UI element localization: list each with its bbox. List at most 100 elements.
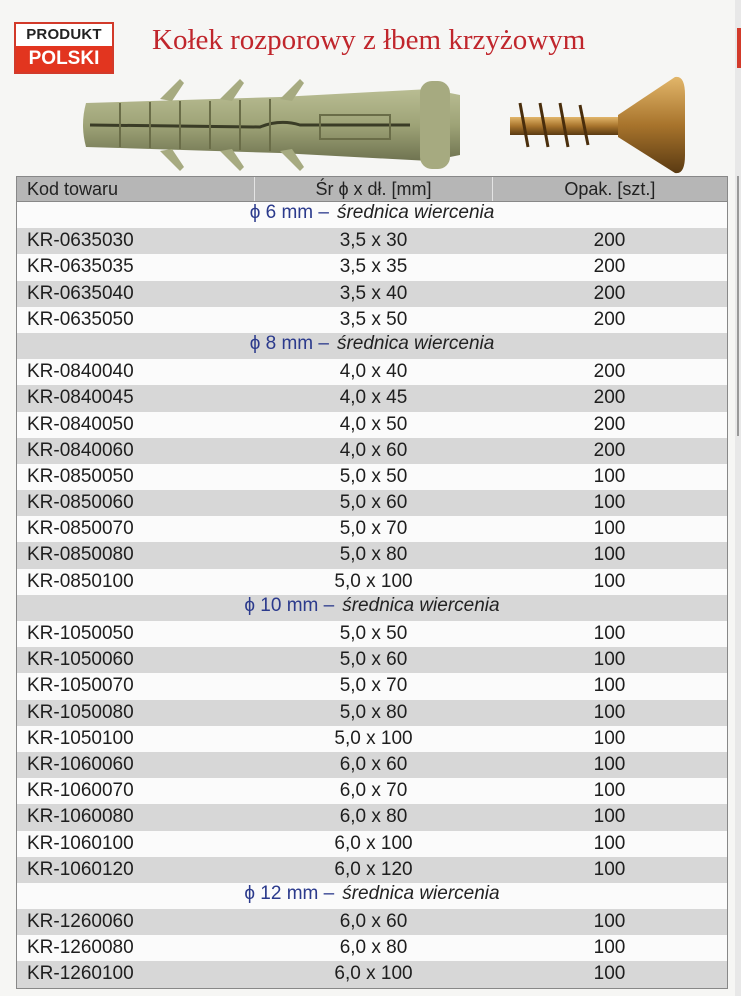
- table-row: KR-0635030 3,5 x 30 200: [17, 228, 727, 255]
- pack-quantity: 200: [593, 439, 626, 461]
- wall-plug-screw-image: [83, 76, 685, 174]
- group-diameter: ϕ 12 mm –: [244, 882, 335, 904]
- table-body: ϕ 6 mm – średnica wiercenia KR-0635030 3,5 …: [17, 202, 727, 988]
- product-size: 5,0 x 60: [339, 649, 408, 671]
- product-code: KR-0840040: [27, 361, 134, 383]
- product-size: 6,0 x 100: [334, 963, 413, 985]
- product-code: KR-0850080: [27, 544, 134, 566]
- group-header-row: ϕ 8 mm – średnica wiercenia: [17, 332, 727, 360]
- pack-quantity: 100: [593, 753, 626, 775]
- product-code: KR-1050060: [27, 649, 134, 671]
- product-size: 3,5 x 30: [339, 230, 408, 252]
- product-size: 6,0 x 60: [339, 911, 408, 933]
- product-size: 6,0 x 120: [334, 858, 413, 880]
- adjacent-page-edge: [735, 0, 741, 996]
- table-row: KR-0635050 3,5 x 50 200: [17, 306, 727, 333]
- pack-quantity: 100: [593, 518, 626, 540]
- product-size: 4,0 x 50: [339, 413, 408, 435]
- pack-quantity: 200: [593, 282, 626, 304]
- product-code: KR-1060080: [27, 806, 134, 828]
- pack-quantity: 100: [593, 963, 626, 985]
- product-code: KR-0635040: [27, 282, 134, 304]
- table-row: KR-0850050 5,0 x 50 100: [17, 463, 727, 491]
- badge-bottom: POLSKI: [16, 46, 112, 72]
- table-row: KR-0840045 4,0 x 45 200: [17, 385, 727, 412]
- table-row: KR-1260080 6,0 x 80 100: [17, 935, 727, 962]
- product-code: KR-1260060: [27, 911, 134, 933]
- table-row: KR-1060080 6,0 x 80 100: [17, 804, 727, 831]
- pack-quantity: 200: [593, 256, 626, 278]
- product-code: KR-1060100: [27, 832, 134, 854]
- pack-quantity: 200: [593, 387, 626, 409]
- group-diameter: ϕ 10 mm –: [244, 594, 335, 616]
- product-size: 5,0 x 80: [339, 701, 408, 723]
- product-code: KR-1060070: [27, 780, 134, 802]
- product-size: 5,0 x 100: [334, 570, 413, 592]
- table-row: KR-1050060 5,0 x 60 100: [17, 647, 727, 674]
- pack-quantity: 100: [593, 465, 626, 487]
- product-code: KR-1060120: [27, 858, 134, 880]
- product-size: 6,0 x 70: [339, 780, 408, 802]
- group-diameter: ϕ 6 mm –: [249, 202, 329, 223]
- product-code: KR-0850060: [27, 492, 134, 514]
- table-row: KR-1050050 5,0 x 50 100: [17, 621, 727, 648]
- pack-quantity: 100: [593, 806, 626, 828]
- product-code: KR-1260080: [27, 937, 134, 959]
- product-code: KR-1050050: [27, 623, 134, 644]
- table-row: KR-0635040 3,5 x 40 200: [17, 280, 727, 307]
- pack-quantity: 200: [593, 413, 626, 435]
- pack-quantity: 100: [593, 570, 626, 592]
- pack-quantity: 100: [593, 832, 626, 854]
- product-size: 5,0 x 100: [334, 727, 413, 749]
- group-header-row: ϕ 10 mm – średnica wiercenia: [17, 594, 727, 621]
- table-row: KR-1050080 5,0 x 80 100: [17, 699, 727, 726]
- pack-quantity: 200: [593, 361, 626, 383]
- table-row: KR-1050100 5,0 x 100 100: [17, 725, 727, 752]
- product-size: 5,0 x 70: [339, 675, 408, 697]
- product-size: 5,0 x 60: [339, 492, 408, 514]
- product-size: 6,0 x 80: [339, 937, 408, 959]
- table-row: KR-0840040 4,0 x 40 200: [17, 359, 727, 386]
- product-size: 5,0 x 50: [339, 623, 408, 644]
- product-size: 4,0 x 45: [339, 387, 408, 409]
- pack-quantity: 100: [593, 623, 626, 644]
- table-row: KR-0850070 5,0 x 70 100: [17, 516, 727, 543]
- product-code: KR-0840045: [27, 387, 134, 409]
- pack-quantity: 100: [593, 544, 626, 566]
- product-code: KR-0635050: [27, 308, 134, 330]
- product-size: 4,0 x 60: [339, 439, 408, 461]
- table-row: KR-0850060 5,0 x 60 100: [17, 490, 727, 517]
- product-code: KR-0840060: [27, 439, 134, 461]
- group-description: średnica wiercenia: [342, 882, 500, 904]
- pack-quantity: 100: [593, 858, 626, 880]
- header-pack: Opak. [szt.]: [491, 177, 727, 201]
- table-row: KR-1050070 5,0 x 70 100: [17, 673, 727, 700]
- table-row: KR-0850100 5,0 x 100 100: [17, 568, 727, 595]
- product-size: 6,0 x 60: [339, 753, 408, 775]
- product-size: 3,5 x 40: [339, 282, 408, 304]
- pack-quantity: 100: [593, 780, 626, 802]
- pack-quantity: 100: [593, 701, 626, 723]
- pack-quantity: 100: [593, 937, 626, 959]
- badge-top: PRODUKT: [26, 26, 102, 43]
- product-code: KR-0850070: [27, 518, 134, 540]
- pack-quantity: 200: [593, 230, 626, 252]
- product-size: 6,0 x 80: [339, 806, 408, 828]
- header-code: Kod towaru: [27, 179, 119, 199]
- table-row: KR-0840050 4,0 x 50 200: [17, 411, 727, 438]
- product-size: 3,5 x 35: [339, 256, 408, 278]
- product-table: Kod towaru Śr ϕ x dł. [mm] Opak. [szt.] …: [16, 176, 728, 989]
- product-code: KR-0840050: [27, 413, 134, 435]
- header-size: Śr ϕ x dł. [mm]: [254, 177, 491, 201]
- table-row: KR-1060100 6,0 x 100 100: [17, 830, 727, 857]
- pack-quantity: 200: [593, 308, 626, 330]
- table-row: KR-1060070 6,0 x 70 100: [17, 778, 727, 805]
- group-diameter: ϕ 8 mm –: [249, 332, 329, 354]
- pack-quantity: 100: [593, 649, 626, 671]
- table-row: KR-0840060 4,0 x 60 200: [17, 437, 727, 464]
- page-title: Kołek rozporowy z łbem krzyżowym: [152, 24, 586, 56]
- product-size: 5,0 x 80: [339, 544, 408, 566]
- product-code: KR-0850050: [27, 465, 134, 487]
- pack-quantity: 100: [593, 492, 626, 514]
- product-code: KR-1260100: [27, 963, 134, 985]
